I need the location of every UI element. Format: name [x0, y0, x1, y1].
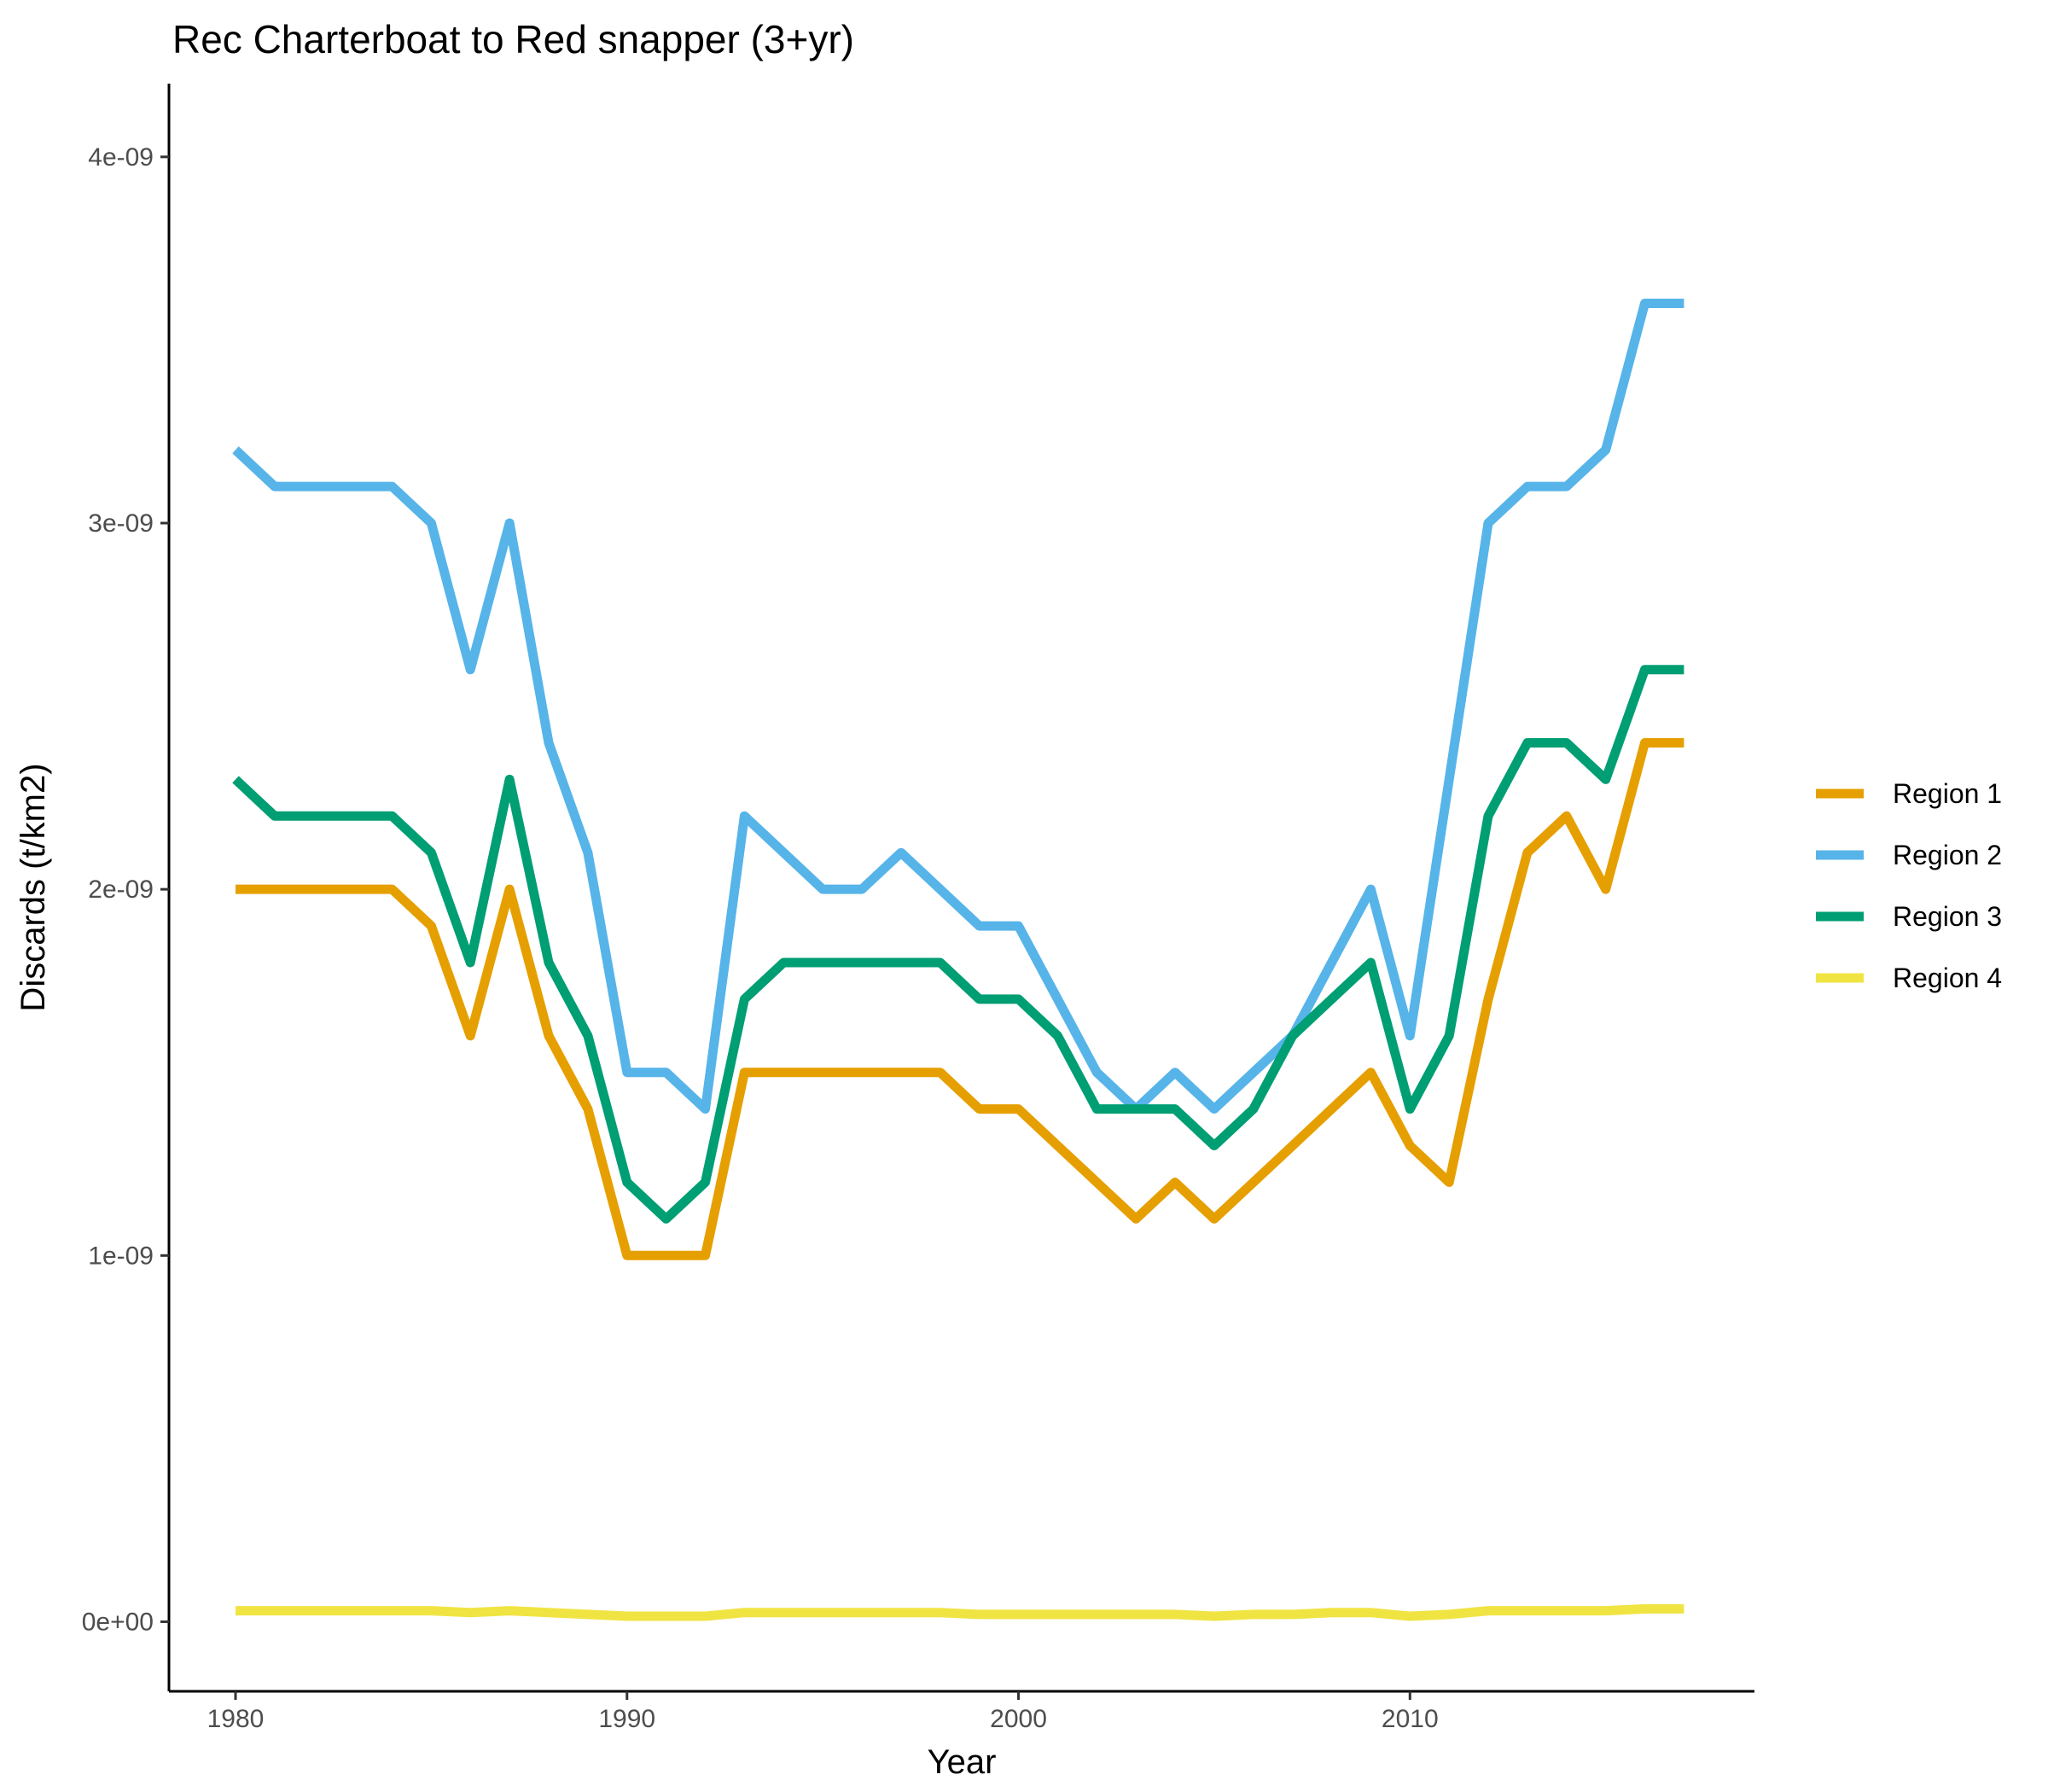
series-line-2	[232, 299, 1684, 1114]
y-tick-label: 2e-09	[88, 876, 154, 904]
y-tick-label: 1e-09	[88, 1242, 154, 1270]
y-tick-label: 0e+00	[82, 1608, 154, 1636]
x-tick-label: 1990	[598, 1705, 655, 1733]
series-line-4	[236, 1603, 1684, 1621]
legend-label-2: Region 2	[1893, 840, 2002, 870]
x-tick-label: 2000	[990, 1705, 1047, 1733]
x-tick-label: 1980	[207, 1705, 265, 1733]
plot-lines	[232, 299, 1684, 1621]
legend-label-3: Region 3	[1893, 901, 2002, 932]
legend-label-4: Region 4	[1893, 963, 2002, 993]
y-axis-title: Discards (t/km2)	[15, 763, 52, 1011]
y-tick-label: 3e-09	[88, 509, 154, 538]
x-tick-label: 2010	[1382, 1705, 1439, 1733]
series-line-1	[236, 738, 1684, 1260]
series-line-3	[232, 665, 1684, 1224]
legend-label-1: Region 1	[1893, 778, 2002, 809]
y-tick-label: 4e-09	[88, 143, 154, 172]
y-ticks: 0e+00 1e-09 2e-09 3e-09 4e-09	[82, 143, 169, 1636]
chart-title: Rec Charterboat to Red snapper (3+yr)	[172, 17, 854, 61]
x-ticks: 1980 1990 2000 2010	[207, 1691, 1439, 1733]
x-axis-title: Year	[928, 1743, 997, 1781]
legend: Region 1 Region 2 Region 3 Region 4	[1816, 778, 2002, 993]
